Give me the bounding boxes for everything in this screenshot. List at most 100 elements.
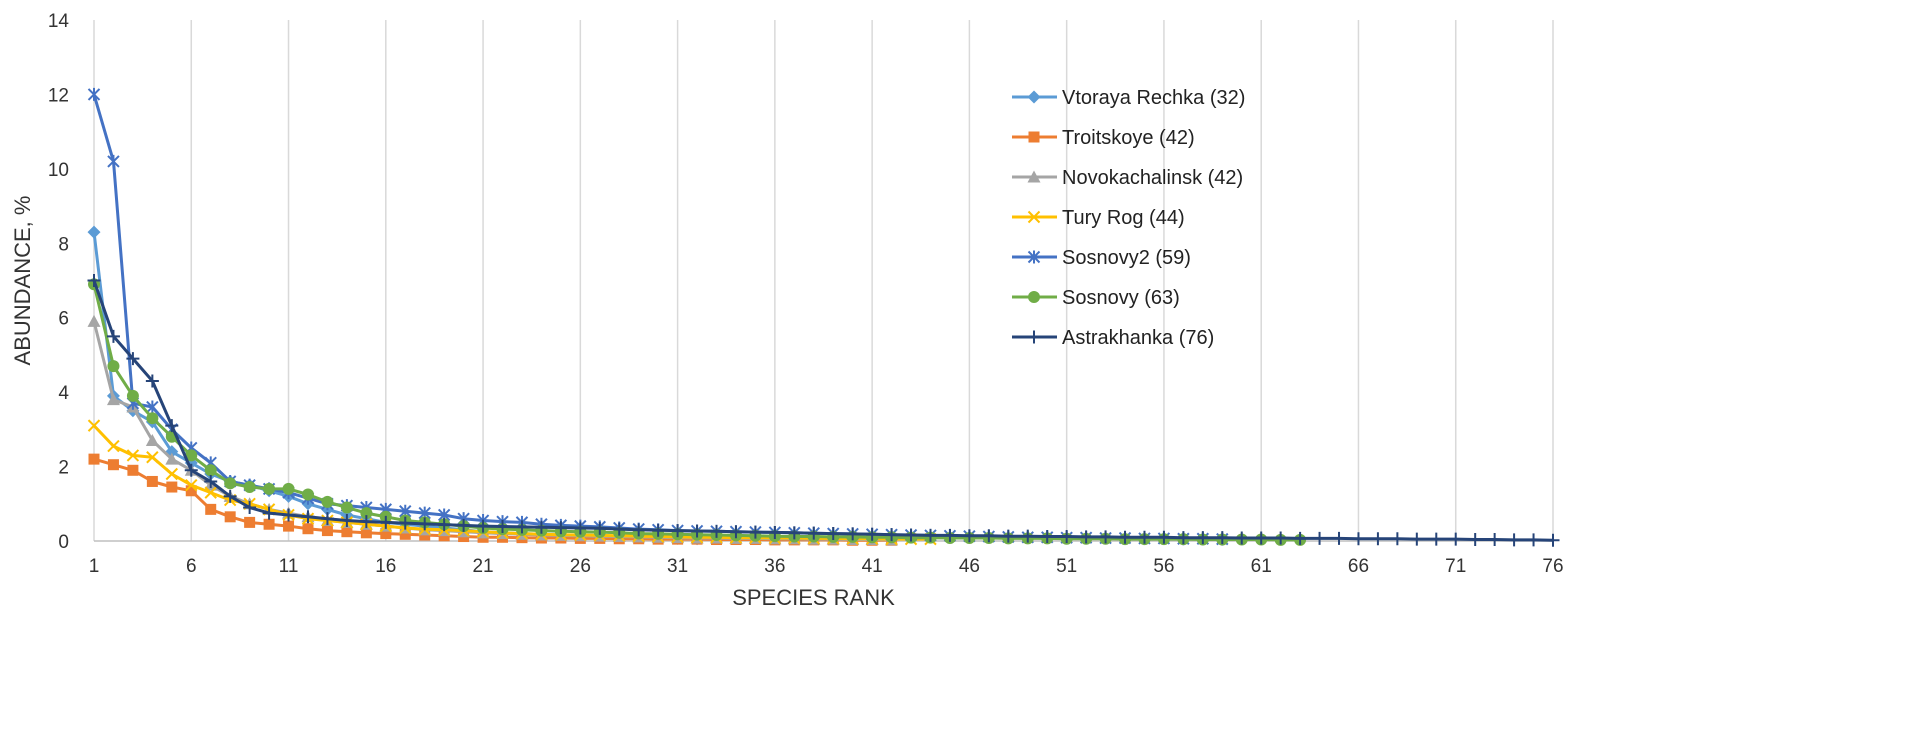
data-point <box>1254 531 1268 545</box>
x-tick-label: 56 <box>1153 556 1174 577</box>
data-point <box>146 451 159 464</box>
data-point <box>184 463 198 477</box>
y-tick-label: 0 <box>58 532 69 553</box>
data-point <box>1235 531 1249 545</box>
data-point <box>1196 531 1210 545</box>
data-point <box>87 314 101 327</box>
legend-label: Sosnovy2 (59) <box>1062 247 1191 269</box>
legend-entry: Astrakhanka (76) <box>1012 327 1214 349</box>
data-point <box>283 520 295 532</box>
data-point <box>301 488 314 501</box>
y-axis-title: ABUNDANCE, % <box>10 196 35 366</box>
legend-entry: Novokachalinsk (42) <box>1012 167 1243 189</box>
data-point <box>1060 530 1074 544</box>
data-point <box>885 528 899 542</box>
data-point <box>457 518 471 532</box>
data-point <box>282 482 295 495</box>
data-point <box>690 524 704 538</box>
y-tick-label: 8 <box>58 234 69 255</box>
data-point <box>418 517 432 531</box>
data-point <box>321 495 334 508</box>
legend-marker <box>1028 291 1040 303</box>
data-point <box>476 519 490 533</box>
data-point <box>262 506 276 520</box>
data-point <box>88 453 100 465</box>
data-point <box>1215 531 1229 545</box>
data-point <box>87 87 101 101</box>
x-tick-labels: 1 6 11 16 21 26 31 36 41 46 51 56 61 66 71 76 <box>89 556 1564 577</box>
data-point <box>263 518 275 530</box>
y-tick-label: 2 <box>58 458 69 479</box>
data-point <box>106 393 120 406</box>
legend-label: Sosnovy (63) <box>1062 287 1180 309</box>
legend-label: Astrakhanka (76) <box>1062 327 1214 349</box>
legend: Vtoraya Rechka (32) Troitskoye (42) Novoka… <box>1012 87 1245 349</box>
data-point <box>87 225 101 239</box>
data-point <box>554 521 568 535</box>
data-point <box>107 360 120 373</box>
legend-label: Novokachalinsk (42) <box>1062 167 1243 189</box>
legend-marker <box>1027 90 1041 104</box>
data-point <box>1546 533 1560 547</box>
data-point <box>321 525 333 537</box>
data-point <box>846 527 860 541</box>
data-point <box>146 475 158 487</box>
data-point <box>165 419 179 433</box>
data-point <box>1332 531 1346 545</box>
data-point <box>768 525 782 539</box>
data-point <box>399 528 411 540</box>
data-point <box>1313 531 1327 545</box>
data-point <box>107 154 120 168</box>
data-point <box>496 519 510 533</box>
data-point <box>185 449 198 462</box>
data-point <box>244 516 256 528</box>
data-point <box>943 528 957 542</box>
data-point <box>340 501 353 514</box>
data-point <box>165 467 179 481</box>
data-point <box>1351 532 1365 546</box>
data-point <box>1293 531 1307 545</box>
data-point <box>1176 531 1190 545</box>
vertical-gridlines <box>93 20 1554 541</box>
data-point <box>1137 530 1151 544</box>
x-tick-label: 41 <box>862 556 883 577</box>
legend-entry: Vtoraya Rechka (32) <box>1012 87 1245 109</box>
data-point <box>612 522 626 536</box>
data-point <box>340 514 354 528</box>
data-point <box>204 464 217 477</box>
y-tick-label: 4 <box>58 383 69 404</box>
legend-marker <box>1027 330 1041 344</box>
series-line <box>92 231 698 541</box>
data-point <box>593 521 607 535</box>
data-point <box>126 352 140 366</box>
data-point <box>146 400 159 414</box>
x-tick-label: 26 <box>570 556 591 577</box>
legend-marker <box>1028 131 1040 143</box>
data-point <box>573 521 587 535</box>
data-point <box>826 527 840 541</box>
data-point <box>651 523 665 537</box>
series-7 <box>87 274 1560 547</box>
x-tick-label: 46 <box>959 556 980 577</box>
x-tick-label: 76 <box>1542 556 1563 577</box>
data-point <box>379 515 393 529</box>
data-point <box>185 485 197 497</box>
data-point <box>380 528 392 540</box>
data-point <box>185 478 198 492</box>
data-point <box>320 512 334 526</box>
data-point <box>1001 529 1015 543</box>
y-tick-label: 6 <box>58 309 69 330</box>
data-point <box>1157 530 1171 544</box>
series-5 <box>87 87 1229 546</box>
data-point <box>1118 530 1132 544</box>
data-point <box>224 477 237 490</box>
x-tick-label: 21 <box>472 556 493 577</box>
legend-marker <box>1027 170 1041 183</box>
data-point <box>243 481 256 494</box>
data-point <box>904 528 918 542</box>
x-tick-label: 51 <box>1056 556 1077 577</box>
legend-entry: Troitskoye (42) <box>1012 127 1195 149</box>
data-point <box>243 501 257 515</box>
data-point <box>360 527 372 539</box>
x-tick-label: 36 <box>764 556 785 577</box>
